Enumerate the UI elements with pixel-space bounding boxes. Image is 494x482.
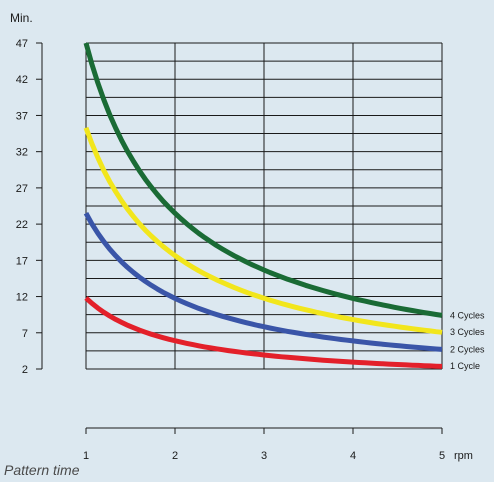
series-label: 3 Cycles <box>450 327 485 337</box>
y-tick-label: 12 <box>16 292 28 304</box>
y-tick-label: 37 <box>16 110 28 122</box>
y-tick-label: 17 <box>16 255 28 267</box>
y-tick-label: 22 <box>16 219 28 231</box>
y-axis-unit-label: Min. <box>10 11 33 25</box>
chart-grid <box>85 42 443 370</box>
y-tick-label: 32 <box>16 147 28 159</box>
series-line <box>83 126 443 335</box>
series-line <box>84 296 443 369</box>
x-tick-label: 4 <box>350 450 356 462</box>
x-axis-unit-label: rpm <box>454 450 473 462</box>
y-tick-label: 27 <box>16 183 28 195</box>
series-line <box>83 42 443 318</box>
y-tick-label: 42 <box>16 74 28 86</box>
chart-caption: Pattern time <box>4 462 80 478</box>
x-tick-label: 5 <box>439 450 445 462</box>
series-label: 1 Cycle <box>450 361 480 371</box>
x-tick-label: 2 <box>172 450 178 462</box>
series-line <box>83 211 443 352</box>
chart-series <box>83 42 443 369</box>
series-label: 4 Cycles <box>450 310 485 320</box>
y-tick-label: 2 <box>22 364 28 376</box>
series-label: 2 Cycles <box>450 344 485 354</box>
chart-legend: 4 Cycles 3 Cycles 2 Cycles 1 Cycle <box>450 310 485 371</box>
y-tick-label: 7 <box>22 328 28 340</box>
x-tick-label: 3 <box>261 450 267 462</box>
y-tick-label: 47 <box>16 38 28 50</box>
x-tick-label: 1 <box>83 450 89 462</box>
